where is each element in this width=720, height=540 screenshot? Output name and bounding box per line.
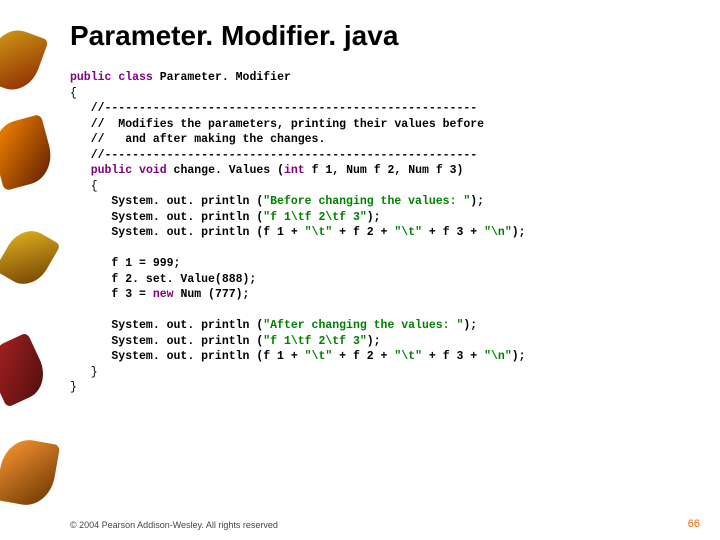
string-literal: "\n" [484,226,512,239]
method-name: change. Values ( [167,164,284,177]
keyword-void: void [139,164,167,177]
code-text: + f 3 + [422,226,484,239]
code-text: ); [470,195,484,208]
keyword-new: new [153,288,174,301]
code-text: + f 3 + [422,350,484,363]
string-literal: "\t" [394,226,422,239]
code-text: ); [512,350,526,363]
comment-line: //--------------------------------------… [70,149,477,162]
leaf-background [0,0,60,540]
string-literal: "\n" [484,350,512,363]
code-text: System. out. println ( [70,195,263,208]
string-literal: "Before changing the values: " [263,195,470,208]
keyword-public: public [70,71,111,84]
keyword-public: public [91,164,132,177]
code-text: + f 2 + [332,350,394,363]
code-line: f 2. set. Value(888); [70,273,256,286]
keyword-class: class [118,71,153,84]
comment-line: // and after making the changes. [70,133,325,146]
string-literal: "\t" [305,350,333,363]
code-text: f 3 = [70,288,153,301]
page-number: 66 [688,518,700,530]
string-literal: "f 1\tf 2\tf 3" [263,335,367,348]
code-text: System. out. println (f 1 + [70,226,305,239]
code-text: + f 2 + [332,226,394,239]
code-text: System. out. println ( [70,335,263,348]
code-text: ); [463,319,477,332]
code-text: ); [367,335,381,348]
comment-line: // Modifies the parameters, printing the… [70,118,484,131]
code-line: { [70,180,98,193]
copyright-footer: © 2004 Pearson Addison-Wesley. All right… [70,520,278,530]
params: f 1, Num f 2, Num f 3) [305,164,464,177]
string-literal: "\t" [394,350,422,363]
code-text: System. out. println ( [70,319,263,332]
code-text: ); [512,226,526,239]
code-text: Num (777); [174,288,250,301]
string-literal: "f 1\tf 2\tf 3" [263,211,367,224]
comment-line: //--------------------------------------… [70,102,477,115]
code-text: System. out. println ( [70,211,263,224]
slide-content: Parameter. Modifier. java public class P… [70,20,700,396]
code-line: { [70,87,77,100]
code-block: public class Parameter. Modifier { //---… [70,70,700,396]
code-text: ); [367,211,381,224]
class-name: Parameter. Modifier [153,71,291,84]
code-line: f 1 = 999; [70,257,180,270]
code-line: } [70,381,77,394]
keyword-int: int [284,164,305,177]
code-text: System. out. println (f 1 + [70,350,305,363]
string-literal: "\t" [305,226,333,239]
string-literal: "After changing the values: " [263,319,463,332]
code-line: } [70,366,98,379]
slide-title: Parameter. Modifier. java [70,20,700,52]
